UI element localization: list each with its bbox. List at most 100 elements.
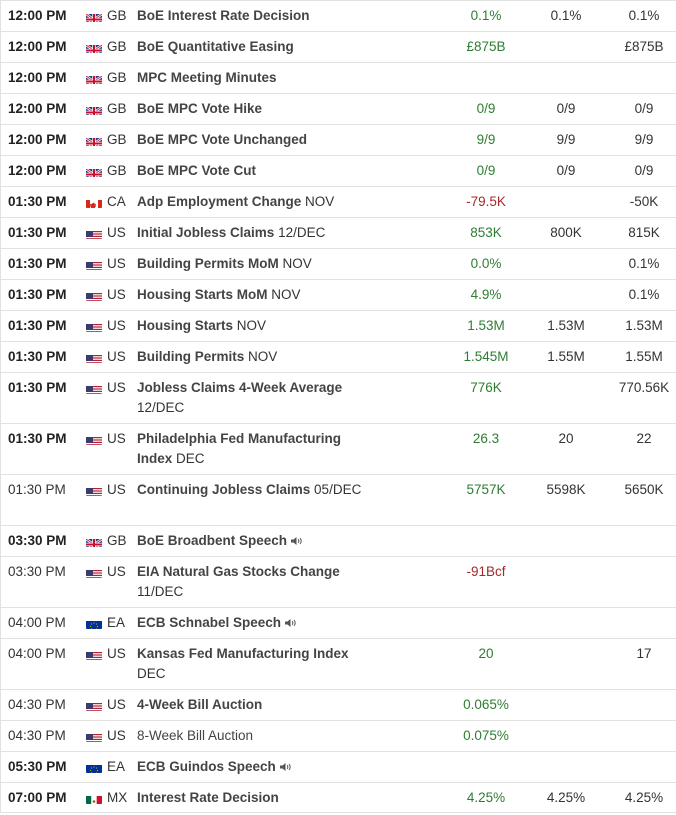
- event-title[interactable]: Building Permits MoM: [137, 256, 279, 271]
- event-title[interactable]: Initial Jobless Claims: [137, 225, 275, 240]
- event-name[interactable]: Building Permits MoM NOV: [137, 254, 387, 274]
- us-flag-icon: [86, 434, 102, 445]
- actual-value: 9/9: [476, 132, 496, 147]
- event-period: 12/DEC: [137, 400, 185, 415]
- event-name[interactable]: Philadelphia Fed Manufacturing Index DEC: [137, 429, 362, 469]
- calendar-row[interactable]: 01:30 PM US Jobless Claims 4-Week Average …: [1, 372, 676, 423]
- event-name[interactable]: ECB Schnabel Speech: [137, 613, 387, 633]
- event-title[interactable]: Interest Rate Decision: [137, 790, 279, 805]
- event-name[interactable]: BoE MPC Vote Hike: [137, 99, 387, 119]
- calendar-row[interactable]: 01:30 PM US Philadelphia Fed Manufacturing…: [1, 423, 676, 474]
- calendar-row[interactable]: 12:00 PM GB BoE MPC Vote Cut 0/9 0/9 0/9: [1, 155, 676, 186]
- event-title[interactable]: Housing Starts MoM: [137, 287, 268, 302]
- event-name[interactable]: 4-Week Bill Auction: [137, 695, 387, 715]
- actual-value: 0/9: [476, 163, 496, 178]
- country-code: EA: [107, 615, 126, 630]
- calendar-row[interactable]: 05:30 PM EA ECB Guindos Speech: [1, 751, 676, 782]
- consensus-value: 1.55M: [547, 349, 585, 364]
- event-name[interactable]: ECB Guindos Speech: [137, 757, 387, 777]
- calendar-row[interactable]: 04:00 PM US Kansas Fed Manufacturing Index…: [1, 638, 676, 689]
- event-time: 01:30 PM: [8, 349, 67, 364]
- calendar-row[interactable]: 01:30 PM US Continuing Jobless Claims 05/D…: [1, 474, 676, 525]
- calendar-row[interactable]: 12:00 PM GB BoE MPC Vote Hike 0/9 0/9 0/9: [1, 93, 676, 124]
- event-title[interactable]: BoE MPC Vote Unchanged: [137, 132, 308, 147]
- calendar-row[interactable]: 12:00 PM GB BoE Quantitative Easing £875B £8…: [1, 31, 676, 62]
- actual-value: £875B: [466, 39, 506, 54]
- event-time: 01:30 PM: [8, 256, 67, 271]
- us-flag-icon: [86, 383, 102, 394]
- event-name[interactable]: MPC Meeting Minutes: [137, 68, 387, 88]
- country-code: US: [107, 431, 126, 446]
- calendar-row[interactable]: 01:30 PM US Initial Jobless Claims 12/DEC 8…: [1, 217, 676, 248]
- consensus-value: 0.1%: [550, 8, 582, 23]
- speaker-icon: [284, 614, 298, 627]
- event-name[interactable]: BoE Quantitative Easing: [137, 37, 387, 57]
- event-title[interactable]: 8-Week Bill Auction: [137, 728, 254, 743]
- previous-value: 5650K: [624, 482, 664, 497]
- calendar-row[interactable]: 12:00 PM GB MPC Meeting Minutes: [1, 62, 676, 93]
- event-name[interactable]: BoE Interest Rate Decision: [137, 6, 387, 26]
- event-title[interactable]: Continuing Jobless Claims: [137, 482, 311, 497]
- calendar-row[interactable]: 01:30 PM US Housing Starts NOV 1.53M 1.53M 1.…: [1, 310, 676, 341]
- event-name[interactable]: BoE MPC Vote Unchanged: [137, 130, 387, 150]
- event-name[interactable]: Kansas Fed Manufacturing Index DEC: [137, 644, 362, 684]
- country-code: CA: [107, 194, 126, 209]
- event-name[interactable]: Adp Employment Change NOV: [137, 192, 387, 212]
- event-name[interactable]: 8-Week Bill Auction: [137, 726, 387, 746]
- country-code: US: [107, 225, 126, 240]
- event-title[interactable]: ECB Schnabel Speech: [137, 615, 282, 630]
- event-time: 04:00 PM: [8, 615, 66, 630]
- event-name[interactable]: Initial Jobless Claims 12/DEC: [137, 223, 387, 243]
- us-flag-icon: [86, 321, 102, 332]
- actual-value: -91Bcf: [466, 564, 506, 579]
- event-title[interactable]: Kansas Fed Manufacturing Index: [137, 646, 349, 661]
- event-title[interactable]: BoE Broadbent Speech: [137, 533, 288, 548]
- event-title[interactable]: BoE Interest Rate Decision: [137, 8, 310, 23]
- event-title[interactable]: Adp Employment Change: [137, 194, 302, 209]
- calendar-row[interactable]: 04:30 PM US 4-Week Bill Auction 0.065%: [1, 689, 676, 720]
- event-name[interactable]: Building Permits NOV: [137, 347, 387, 367]
- actual-value: 0.065%: [463, 697, 509, 712]
- event-title[interactable]: 4-Week Bill Auction: [137, 697, 263, 712]
- event-time: 04:30 PM: [8, 728, 66, 743]
- country-code: GB: [107, 70, 127, 85]
- event-name[interactable]: BoE MPC Vote Cut: [137, 161, 387, 181]
- actual-value: 1.545M: [463, 349, 509, 364]
- calendar-row[interactable]: 12:00 PM GB BoE Interest Rate Decision 0.1%…: [1, 0, 676, 31]
- calendar-row[interactable]: 04:30 PM US 8-Week Bill Auction 0.075%: [1, 720, 676, 751]
- event-title[interactable]: BoE Quantitative Easing: [137, 39, 294, 54]
- event-name[interactable]: Jobless Claims 4-Week Average 12/DEC: [137, 378, 362, 418]
- event-title[interactable]: MPC Meeting Minutes: [137, 70, 277, 85]
- event-time: 12:00 PM: [8, 101, 67, 116]
- event-title[interactable]: Jobless Claims 4-Week Average: [137, 380, 343, 395]
- event-title[interactable]: BoE MPC Vote Cut: [137, 163, 256, 178]
- calendar-row[interactable]: 04:00 PM EA ECB Schnabel Speech: [1, 607, 676, 638]
- calendar-row[interactable]: 07:00 PM MX Interest Rate Decision 4.25% 4.2…: [1, 782, 676, 813]
- event-title[interactable]: Housing Starts: [137, 318, 234, 333]
- event-title[interactable]: EIA Natural Gas Stocks Change: [137, 564, 340, 579]
- event-name[interactable]: Housing Starts NOV: [137, 316, 387, 336]
- event-name[interactable]: BoE Broadbent Speech: [137, 531, 387, 551]
- actual-value: 1.53M: [467, 318, 505, 333]
- event-name[interactable]: EIA Natural Gas Stocks Change 11/DEC: [137, 562, 362, 602]
- event-title[interactable]: BoE MPC Vote Hike: [137, 101, 263, 116]
- event-name[interactable]: Interest Rate Decision: [137, 788, 387, 808]
- event-name[interactable]: Continuing Jobless Claims 05/DEC: [137, 480, 362, 500]
- country-code: US: [107, 318, 126, 333]
- calendar-row[interactable]: 12:00 PM GB BoE MPC Vote Unchanged 9/9 9/9 9/…: [1, 124, 676, 155]
- event-title[interactable]: ECB Guindos Speech: [137, 759, 276, 774]
- event-title[interactable]: Philadelphia Fed Manufacturing Index: [137, 431, 342, 466]
- actual-value: 26.3: [472, 431, 500, 446]
- eu-flag-icon: [86, 618, 102, 629]
- calendar-row[interactable]: 01:30 PM CA Adp Employment Change NOV -79.5…: [1, 186, 676, 217]
- calendar-row[interactable]: 01:30 PM US Building Permits NOV 1.545M 1.55…: [1, 341, 676, 372]
- calendar-row[interactable]: 01:30 PM US Building Permits MoM NOV 0.0% 0.…: [1, 248, 676, 279]
- calendar-row[interactable]: 01:30 PM US Housing Starts MoM NOV 4.9% 0.1%: [1, 279, 676, 310]
- calendar-row[interactable]: 03:30 PM GB BoE Broadbent Speech: [1, 525, 676, 556]
- calendar-row[interactable]: 03:30 PM US EIA Natural Gas Stocks Change …: [1, 556, 676, 607]
- actual-value: 0.1%: [470, 8, 502, 23]
- previous-value: 1.55M: [625, 349, 663, 364]
- country-code: US: [107, 646, 126, 661]
- event-name[interactable]: Housing Starts MoM NOV: [137, 285, 387, 305]
- event-title[interactable]: Building Permits: [137, 349, 245, 364]
